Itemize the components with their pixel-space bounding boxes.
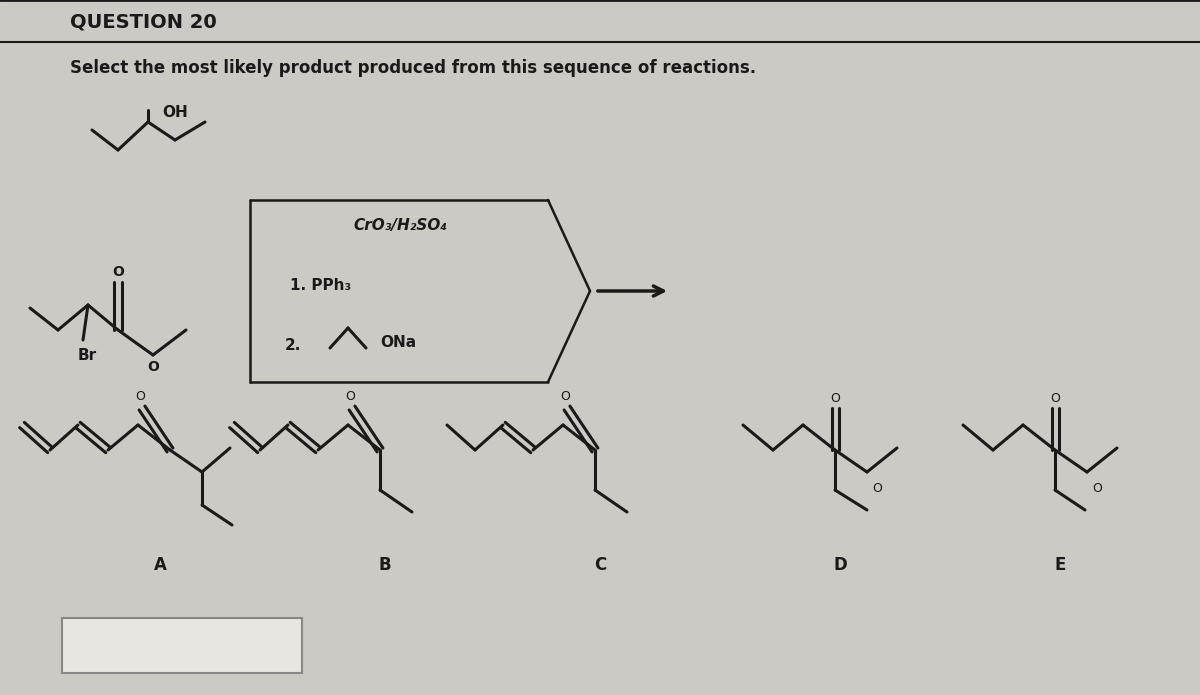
- Text: O: O: [560, 389, 570, 402]
- Text: Select the most likely product produced from this sequence of reactions.: Select the most likely product produced …: [70, 59, 756, 77]
- Text: E: E: [1055, 556, 1066, 574]
- Text: CrO₃/H₂SO₄: CrO₃/H₂SO₄: [353, 218, 446, 233]
- Text: C: C: [594, 556, 606, 574]
- Text: A: A: [154, 556, 167, 574]
- Text: QUESTION 20: QUESTION 20: [70, 13, 217, 31]
- Text: O: O: [136, 389, 145, 402]
- Text: O: O: [1050, 391, 1060, 404]
- Bar: [62, 618, 302, 673]
- Text: ONa: ONa: [380, 334, 416, 350]
- Text: O: O: [872, 482, 882, 495]
- Text: B: B: [379, 556, 391, 574]
- Text: OH: OH: [162, 104, 187, 120]
- Text: O: O: [148, 360, 158, 374]
- Text: D: D: [833, 556, 847, 574]
- Text: O: O: [112, 265, 124, 279]
- Text: 1. PPh₃: 1. PPh₃: [290, 277, 352, 293]
- Text: O: O: [830, 391, 840, 404]
- Text: 2.: 2.: [286, 338, 301, 352]
- Text: Br: Br: [78, 348, 97, 363]
- Text: O: O: [346, 389, 355, 402]
- Text: O: O: [1092, 482, 1102, 495]
